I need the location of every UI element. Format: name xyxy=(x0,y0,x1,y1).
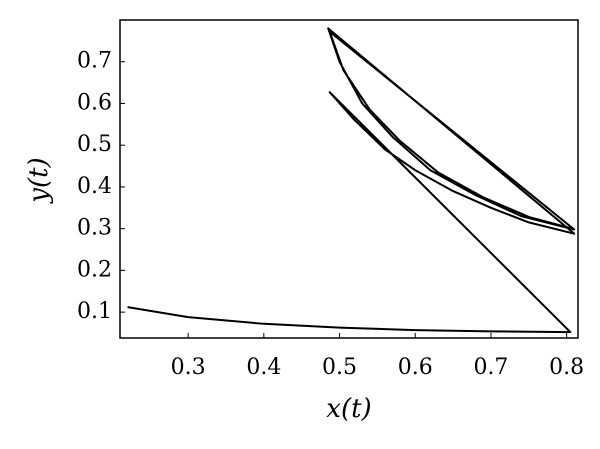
x-tick-label: 0.4 xyxy=(246,355,281,380)
x-tick-label: 0.8 xyxy=(549,355,584,380)
y-tick-label: 0.2 xyxy=(77,257,112,282)
y-tick-label: 0.7 xyxy=(77,49,112,74)
plot-frame xyxy=(119,19,579,339)
y-tick-label: 0.4 xyxy=(77,174,112,199)
y-tick-label: 0.6 xyxy=(77,90,112,115)
x-tick-label: 0.7 xyxy=(473,355,508,380)
y-tick-label: 0.3 xyxy=(77,216,112,241)
data-line xyxy=(127,27,576,334)
y-axis-label: y(t) xyxy=(24,157,54,203)
x-tick-label: 0.5 xyxy=(322,355,357,380)
x-axis-label: x(t) xyxy=(326,394,371,424)
x-tick-label: 0.3 xyxy=(171,355,206,380)
y-tick-label: 0.1 xyxy=(77,299,112,324)
x-tick-label: 0.6 xyxy=(398,355,433,380)
y-tick-label: 0.5 xyxy=(77,132,112,157)
